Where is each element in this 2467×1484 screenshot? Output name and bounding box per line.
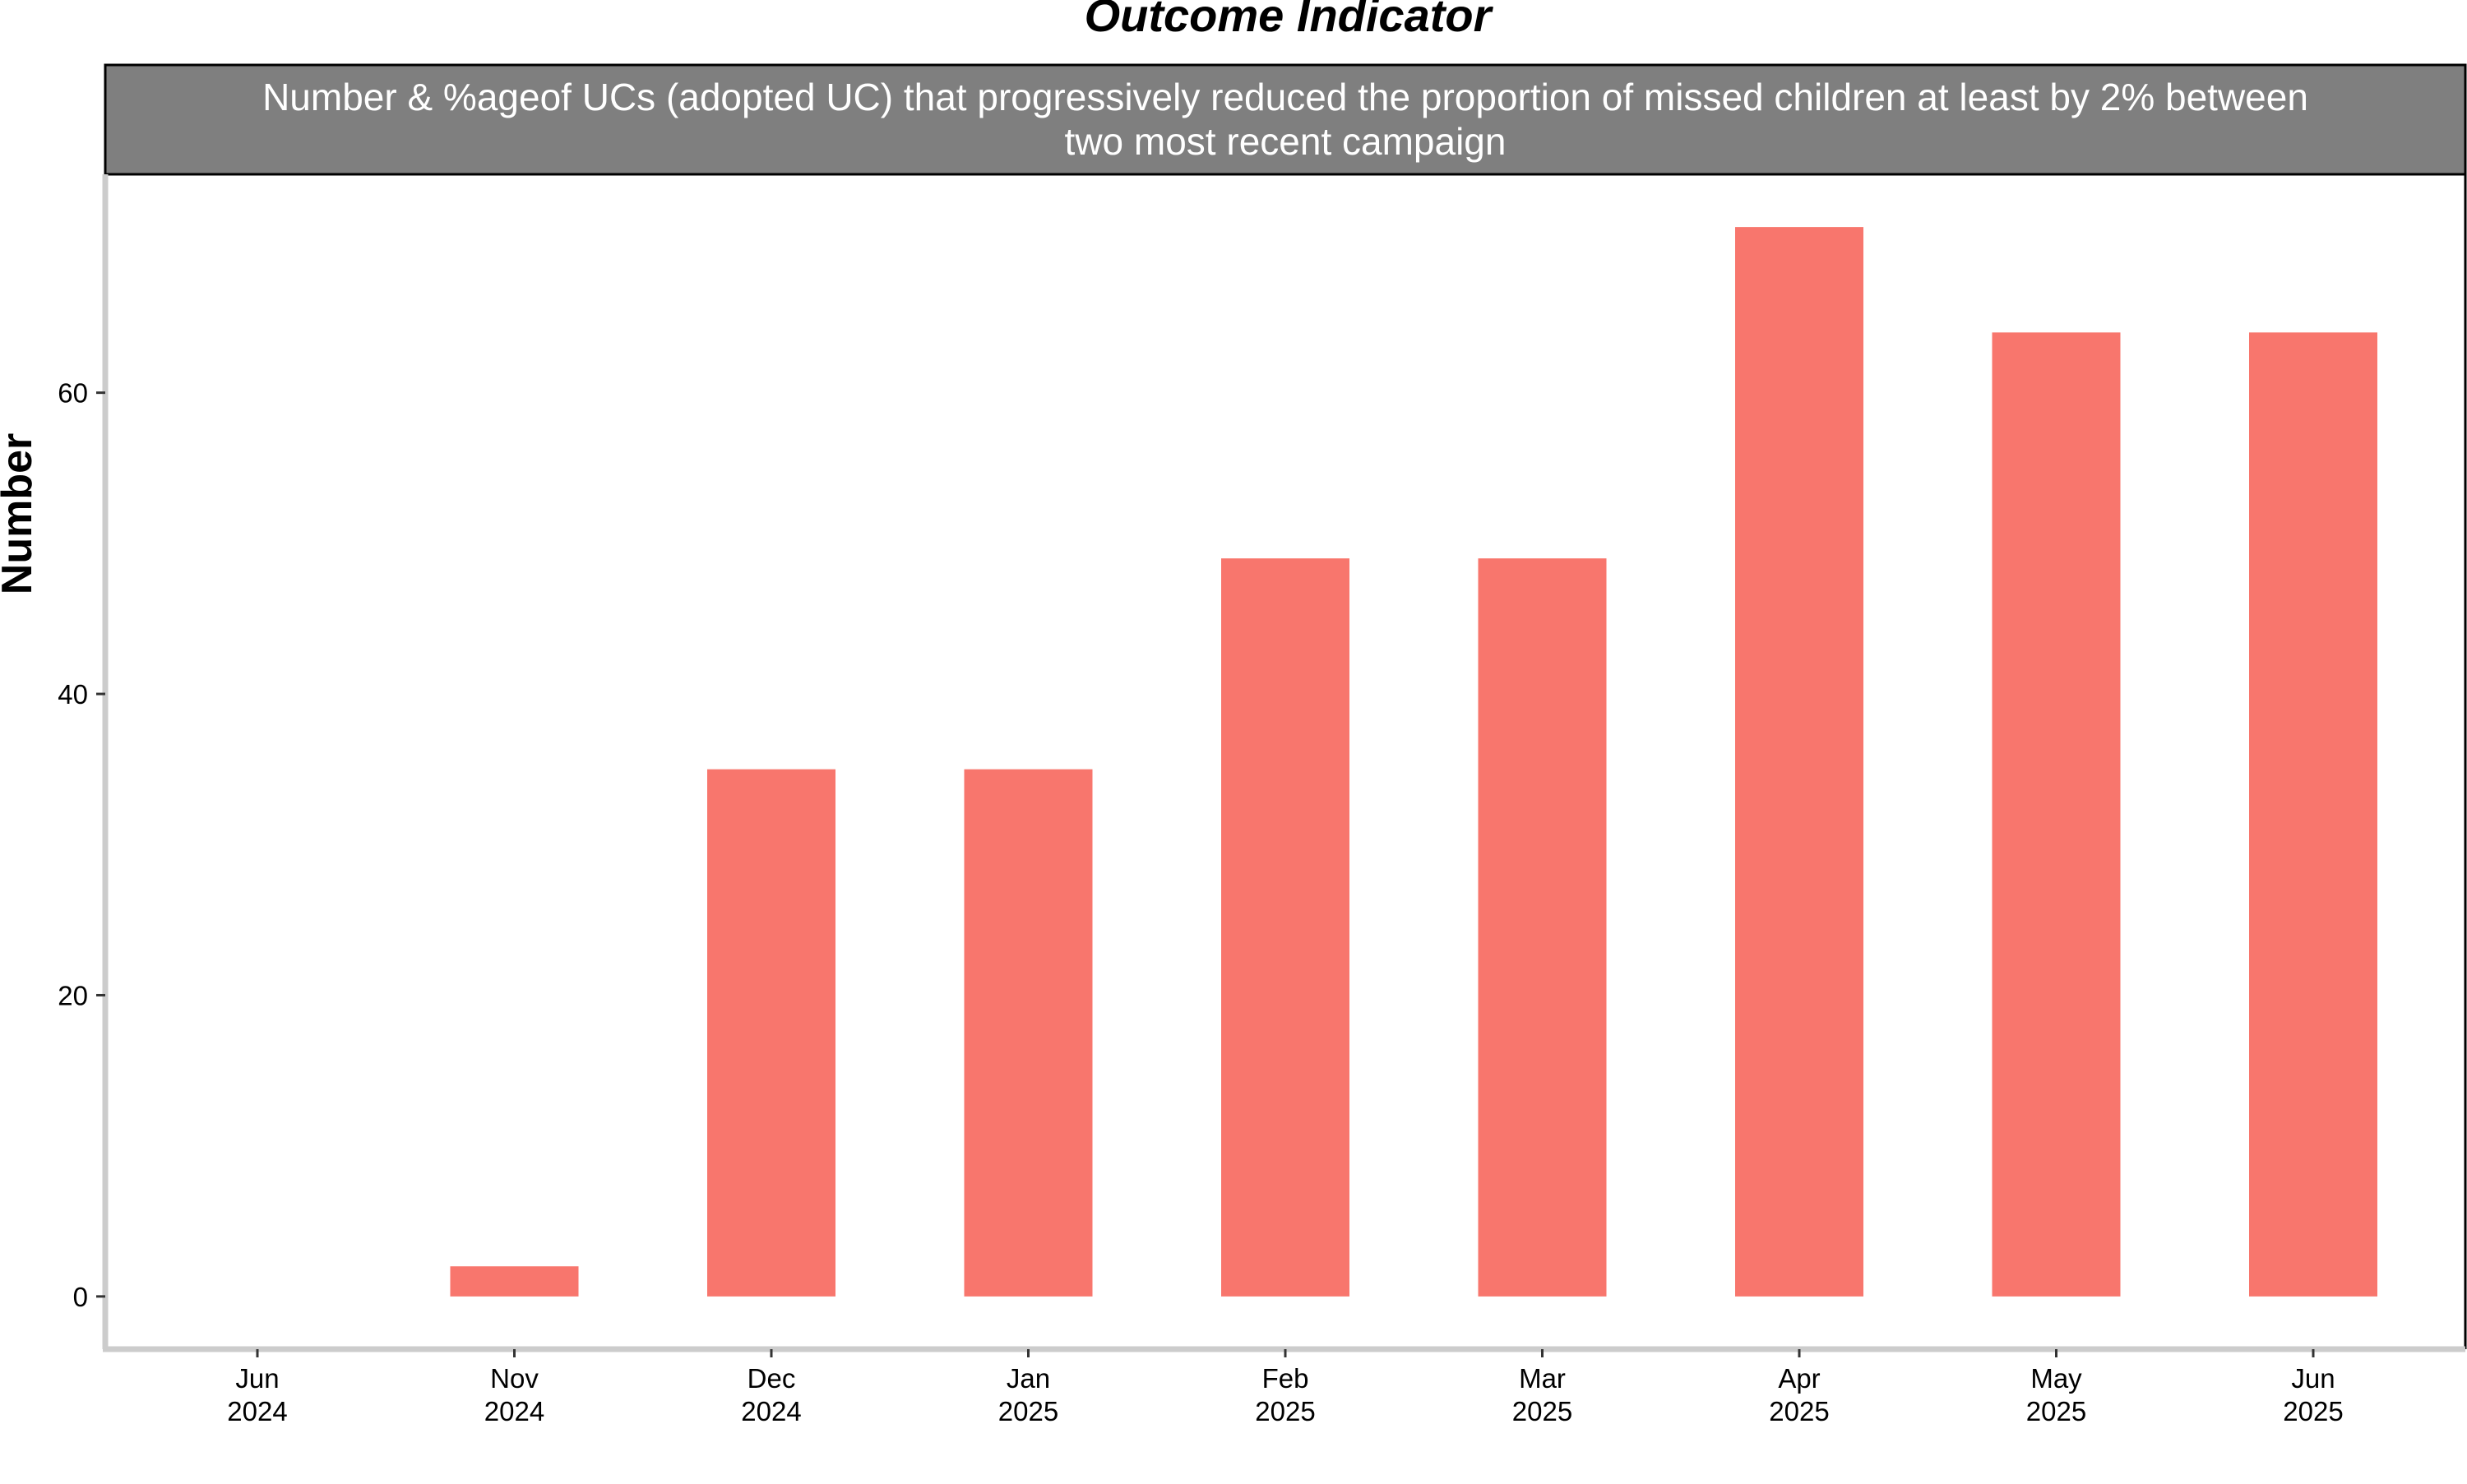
chart-title: Outcome Indicator xyxy=(1085,0,1494,41)
x-tick-label-year: 2025 xyxy=(2026,1396,2086,1426)
x-tick-label-year: 2025 xyxy=(1512,1396,1572,1426)
y-tick-label: 0 xyxy=(73,1282,88,1312)
y-axis-ticks: 0 20 40 60 xyxy=(58,378,105,1312)
x-tick-label-year: 2025 xyxy=(1769,1396,1829,1426)
x-tick-label-month: May xyxy=(2030,1363,2082,1394)
x-tick-label-month: Feb xyxy=(1262,1363,1309,1394)
x-tick-label-year: 2024 xyxy=(484,1396,544,1426)
bar-may-2025 xyxy=(1992,332,2121,1297)
bar-dec-2024 xyxy=(707,769,835,1297)
x-tick-label-month: Apr xyxy=(1778,1363,1820,1394)
x-tick-label-year: 2025 xyxy=(998,1396,1058,1426)
x-tick-label-year: 2024 xyxy=(227,1396,287,1426)
x-tick-label-month: Jun xyxy=(235,1363,279,1394)
x-tick-label-year: 2025 xyxy=(2283,1396,2343,1426)
strip-header: Number & %ageof UCs (adopted UC) that pr… xyxy=(104,63,2467,176)
x-tick-label-year: 2025 xyxy=(1255,1396,1315,1426)
bar-apr-2025 xyxy=(1735,227,1863,1297)
plot-panel xyxy=(102,174,2467,1352)
bar-nov-2024 xyxy=(450,1266,579,1297)
x-tick-label-year: 2024 xyxy=(741,1396,801,1426)
x-tick-label-month: Dec xyxy=(748,1363,796,1394)
y-tick-label: 20 xyxy=(58,980,88,1010)
strip-background xyxy=(104,63,2467,176)
x-tick-label-month: Mar xyxy=(1519,1363,1566,1394)
bar-jun-2025 xyxy=(2249,332,2377,1297)
x-tick-label-month: Jun xyxy=(2291,1363,2335,1394)
strip-text-line-1: Number & %ageof UCs (adopted UC) that pr… xyxy=(262,76,2308,118)
x-axis-ticks: Jun2024Nov2024Dec2024Jan2025Feb2025Mar20… xyxy=(227,1349,2344,1426)
strip-text-line-2: two most recent campaign xyxy=(1065,120,1507,163)
x-tick-label-month: Nov xyxy=(490,1363,539,1394)
y-axis-title: Number xyxy=(0,433,41,594)
bars xyxy=(450,227,2377,1297)
y-tick-label: 60 xyxy=(58,378,88,409)
y-tick-label: 40 xyxy=(58,679,88,710)
bar-feb-2025 xyxy=(1221,558,1349,1297)
bar-jan-2025 xyxy=(964,769,1093,1297)
bar-mar-2025 xyxy=(1478,558,1607,1297)
x-tick-label-month: Jan xyxy=(1007,1363,1050,1394)
